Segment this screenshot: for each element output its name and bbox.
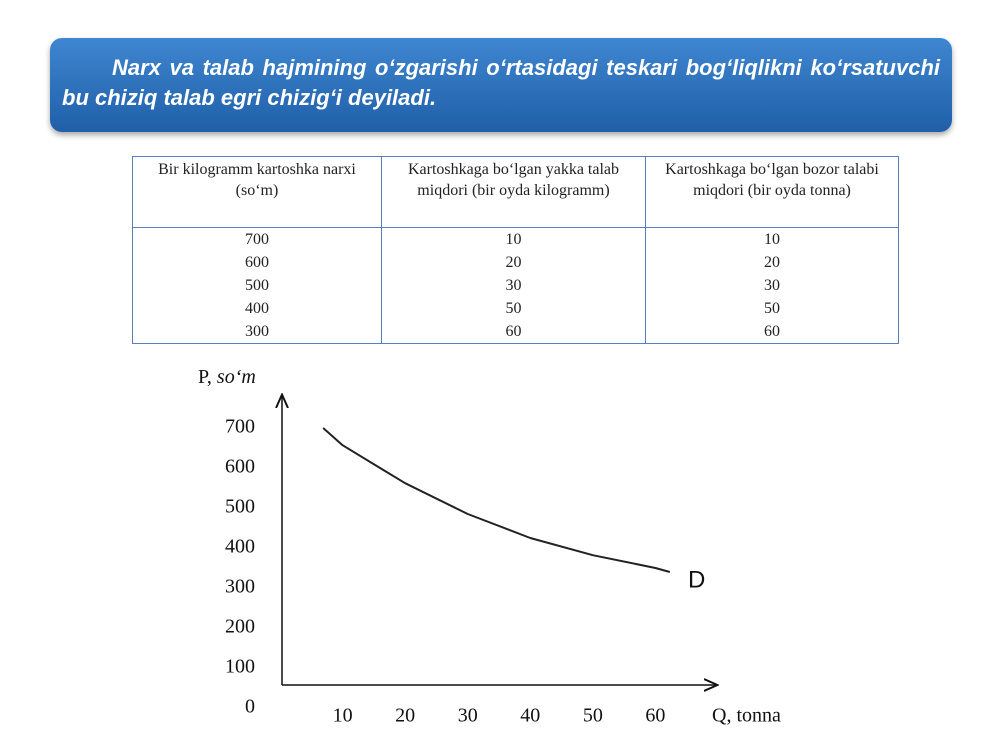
banner-text: Narx va talab hajmining o‘zgarishi o‘rta… bbox=[62, 55, 940, 110]
y-tick-label: 600 bbox=[225, 456, 255, 478]
x-axis-title: Q, tonna bbox=[712, 705, 781, 727]
table-cell: 30 bbox=[645, 274, 899, 297]
y-tick-label: 0 bbox=[245, 696, 255, 718]
table-row: 300 60 60 bbox=[132, 320, 899, 344]
x-tick-label: 30 bbox=[458, 705, 478, 727]
table-row: 400 50 50 bbox=[132, 297, 899, 320]
table-cell: 700 bbox=[132, 227, 382, 251]
curve-label: D bbox=[688, 566, 705, 593]
y-axis-title: P, so‘m bbox=[198, 366, 256, 388]
table-cell: 20 bbox=[645, 251, 899, 274]
table-cell: 20 bbox=[381, 251, 646, 274]
x-tick-label: 60 bbox=[645, 705, 665, 727]
x-tick-label: 40 bbox=[520, 705, 540, 727]
y-tick-label: 700 bbox=[225, 416, 255, 438]
x-tick-label: 50 bbox=[583, 705, 603, 727]
demand-table: Bir kilogramm kartoshka narxi (so‘m) Kar… bbox=[132, 156, 899, 344]
y-tick-label: 400 bbox=[225, 536, 255, 558]
table-cell: 300 bbox=[132, 320, 382, 344]
y-tick-label: 300 bbox=[225, 576, 255, 598]
y-tick-label: 100 bbox=[225, 656, 255, 678]
y-tick-label: 200 bbox=[225, 616, 255, 638]
table-cell: 600 bbox=[132, 251, 382, 274]
x-tick-label: 20 bbox=[395, 705, 415, 727]
table-cell: 10 bbox=[381, 227, 646, 251]
table-row: 500 30 30 bbox=[132, 274, 899, 297]
table-header: Kartoshkaga bo‘lgan bozor talabi miqdori… bbox=[645, 156, 899, 228]
table-cell: 50 bbox=[645, 297, 899, 320]
y-tick-label: 500 bbox=[225, 496, 255, 518]
table-header: Bir kilogramm kartoshka narxi (so‘m) bbox=[132, 156, 382, 228]
x-tick-label: 10 bbox=[333, 705, 353, 727]
y-label: P, bbox=[198, 366, 212, 388]
banner: Narx va talab hajmining o‘zgarishi o‘rta… bbox=[50, 38, 952, 132]
demand-curve bbox=[322, 427, 671, 573]
table-cell: 60 bbox=[645, 320, 899, 344]
table-cell: 10 bbox=[645, 227, 899, 251]
table-header: Kartoshkaga bo‘lgan yakka talab miqdori … bbox=[381, 156, 646, 228]
table-cell: 60 bbox=[381, 320, 646, 344]
y-label-unit: so‘m bbox=[217, 366, 256, 388]
table-row: 600 20 20 bbox=[132, 251, 899, 274]
table-row: 700 10 10 bbox=[132, 227, 899, 251]
